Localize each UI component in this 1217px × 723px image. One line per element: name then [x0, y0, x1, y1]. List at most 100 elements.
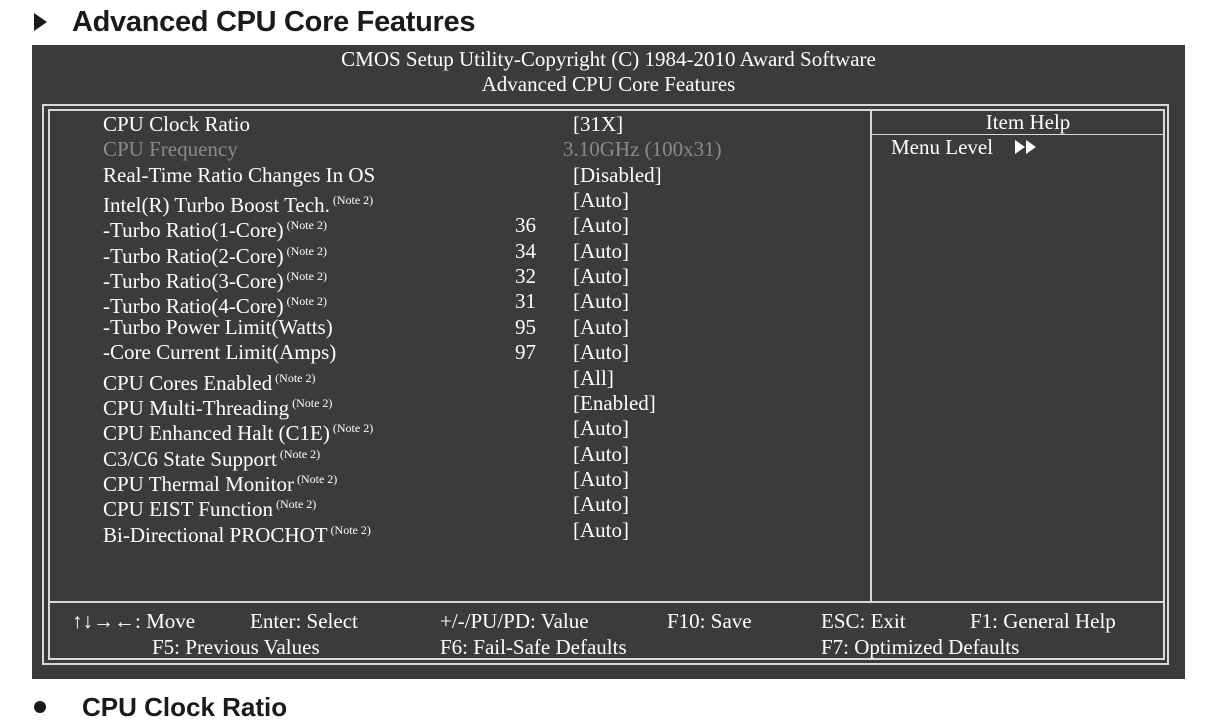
bios-menu-title: Advanced CPU Core Features — [481, 72, 736, 96]
setting-value[interactable]: [Auto] — [573, 340, 629, 365]
setting-label-text: CPU Thermal Monitor — [103, 471, 294, 496]
setting-value[interactable]: [Auto] — [573, 188, 629, 213]
setting-value[interactable]: [Auto] — [573, 238, 629, 263]
setting-label-text: C3/C6 State Support — [103, 446, 277, 471]
setting-row[interactable]: -Turbo Power Limit(Watts) 95 [Auto] — [32, 315, 870, 340]
setting-value[interactable]: [Auto] — [573, 466, 629, 491]
setting-row[interactable]: CPU Enhanced Halt (C1E) (Note 2) [Auto] — [32, 416, 870, 445]
setting-row[interactable]: CPU Thermal Monitor (Note 2) [Auto] — [32, 466, 870, 496]
footer-optimized-defaults: F7: Optimized Defaults — [821, 635, 1020, 659]
setting-row[interactable]: CPU Cores Enabled (Note 2) [All] — [32, 365, 870, 395]
item-help-title: Item Help — [985, 110, 1071, 134]
setting-label-text: -Turbo Ratio(4-Core) — [103, 294, 284, 319]
setting-label-text: -Turbo Ratio(1-Core) — [103, 218, 284, 243]
setting-row[interactable]: -Turbo Ratio(3-Core) (Note 2) 32 [Auto] — [32, 264, 870, 293]
section-heading: CPU Clock Ratio — [34, 692, 287, 722]
setting-row[interactable]: CPU EIST Function (Note 2) [Auto] — [32, 492, 870, 521]
setting-current-number: 31 — [515, 289, 536, 314]
help-title-underline — [872, 134, 1164, 135]
bullet-icon — [34, 701, 46, 713]
setting-current-number: 97 — [515, 340, 536, 365]
footer-failsafe-defaults: F6: Fail-Safe Defaults — [440, 635, 627, 659]
setting-value[interactable]: [Auto] — [573, 213, 629, 238]
bios-copyright-title: CMOS Setup Utility-Copyright (C) 1984-20… — [341, 47, 876, 71]
setting-label-text: CPU Clock Ratio — [103, 112, 251, 136]
setting-value[interactable]: [Auto] — [573, 314, 629, 339]
setting-label: -Turbo Ratio(1-Core) (Note 2) — [103, 213, 327, 243]
setting-note: (Note 2) — [330, 522, 371, 537]
double-arrow-icon — [1015, 140, 1037, 154]
menu-level-label: Menu Level — [891, 135, 994, 159]
setting-value[interactable]: [Auto] — [573, 492, 629, 517]
page-title: Advanced CPU Core Features — [72, 5, 476, 38]
setting-label-text: -Core Current Limit(Amps) — [103, 340, 337, 365]
setting-value[interactable]: [Auto] — [573, 416, 629, 441]
setting-row[interactable]: Real-Time Ratio Changes In OS [Disabled] — [32, 163, 870, 188]
setting-current-number: 34 — [515, 238, 536, 263]
bios-screen: CMOS Setup Utility-Copyright (C) 1984-20… — [32, 45, 1185, 679]
setting-note: (Note 2) — [275, 370, 316, 385]
setting-label: -Turbo Ratio(3-Core) (Note 2) — [103, 264, 327, 294]
footer-save: F10: Save — [667, 609, 752, 633]
footer-exit: ESC: Exit — [821, 609, 906, 633]
setting-row[interactable]: CPU Multi-Threading (Note 2) [Enabled] — [32, 390, 870, 420]
setting-value[interactable]: [31X] — [573, 112, 624, 136]
setting-note: (Note 2) — [279, 446, 321, 461]
setting-value[interactable]: [Disabled] — [573, 162, 662, 187]
setting-note: (Note 2) — [275, 497, 317, 512]
setting-label: Bi-Directional PROCHOT (Note 2) — [103, 518, 371, 548]
setting-label: -Core Current Limit(Amps) — [103, 340, 336, 365]
setting-row[interactable]: -Turbo Ratio(4-Core) (Note 2) 31 [Auto] — [32, 289, 870, 318]
setting-label-text: CPU Enhanced Halt (C1E) — [103, 421, 330, 446]
footer-previous-values: F5: Previous Values — [152, 635, 320, 659]
setting-note: (Note 2) — [292, 395, 333, 410]
setting-label-text: CPU Cores Enabled — [103, 370, 273, 395]
section-title: CPU Clock Ratio — [82, 691, 288, 722]
setting-row[interactable]: -Turbo Ratio(1-Core) (Note 2) 36 [Auto] — [32, 213, 870, 242]
setting-label-text: -Turbo Ratio(2-Core) — [103, 243, 284, 268]
setting-value[interactable]: [Auto] — [573, 264, 629, 289]
setting-label: CPU Multi-Threading (Note 2) — [103, 391, 332, 421]
setting-value[interactable]: [Auto] — [573, 441, 629, 466]
setting-row[interactable]: C3/C6 State Support (Note 2) [Auto] — [32, 441, 870, 471]
outer-frame — [42, 104, 1169, 665]
setting-label-text: CPU EIST Function — [103, 497, 273, 522]
setting-note: (Note 2) — [332, 193, 374, 208]
setting-label-text: Intel(R) Turbo Boost Tech. — [103, 193, 330, 218]
setting-row[interactable]: -Core Current Limit(Amps) 97 [Auto] — [32, 340, 870, 365]
footer-value: +/-/PU/PD: Value — [440, 609, 589, 633]
setting-label: C3/C6 State Support (Note 2) — [103, 442, 320, 472]
setting-note: (Note 2) — [286, 243, 327, 258]
play-arrow-icon — [34, 13, 47, 31]
setting-row[interactable]: Intel(R) Turbo Boost Tech. (Note 2) [Auto] — [32, 188, 870, 217]
setting-value[interactable]: [Auto] — [573, 517, 629, 542]
inner-frame — [48, 109, 1165, 660]
footer-select: Enter: Select — [250, 609, 358, 633]
setting-note: (Note 2) — [286, 294, 327, 309]
setting-current-number: 32 — [515, 264, 536, 289]
setting-note: (Note 2) — [332, 421, 374, 436]
setting-value[interactable]: [Enabled] — [573, 390, 656, 415]
footer-divider — [48, 601, 1165, 603]
setting-label-text: Bi-Directional PROCHOT — [103, 522, 328, 547]
setting-row[interactable]: CPU Clock Ratio [31X] — [32, 112, 870, 137]
footer-help: F1: General Help — [970, 609, 1116, 633]
setting-label-text: CPU Frequency — [103, 137, 238, 162]
setting-label: Real-Time Ratio Changes In OS — [103, 163, 375, 188]
setting-row[interactable]: Bi-Directional PROCHOT (Note 2) [Auto] — [32, 517, 870, 547]
footer-move: ↑↓→←: Move — [72, 609, 196, 633]
setting-label-text: -Turbo Ratio(3-Core) — [103, 269, 284, 294]
page-heading: Advanced CPU Core Features — [34, 2, 475, 42]
setting-note: (Note 2) — [286, 218, 327, 233]
setting-value[interactable]: [Auto] — [573, 289, 629, 314]
setting-row[interactable]: -Turbo Ratio(2-Core) (Note 2) 34 [Auto] — [32, 238, 870, 268]
menu-level: Menu Level — [891, 134, 1037, 160]
setting-value[interactable]: [All] — [573, 365, 614, 390]
setting-value: 3.10GHz (100x31) — [563, 137, 722, 162]
setting-current-number: 36 — [515, 213, 536, 238]
setting-current-number: 95 — [515, 314, 536, 339]
setting-label: CPU Cores Enabled (Note 2) — [103, 366, 315, 396]
setting-label: -Turbo Power Limit(Watts) — [103, 315, 333, 340]
setting-label-text: CPU Multi-Threading — [103, 395, 290, 420]
setting-label: Intel(R) Turbo Boost Tech. (Note 2) — [103, 188, 373, 218]
